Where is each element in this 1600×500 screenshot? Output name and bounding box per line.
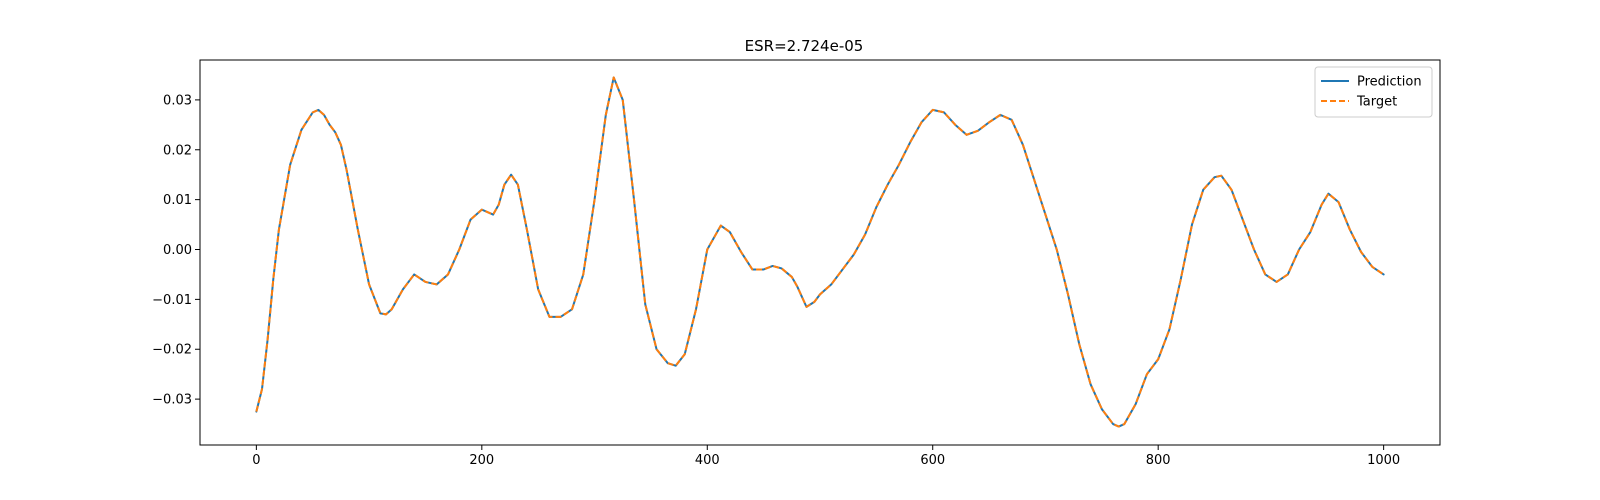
legend: Prediction Target	[1314, 66, 1433, 118]
chart-title: ESR=2.724e-05	[745, 37, 864, 55]
legend-label-prediction: Prediction	[1357, 75, 1422, 90]
y-tick-label: 0.03	[163, 93, 192, 108]
y-tick-label: −0.01	[152, 293, 192, 308]
x-tick-label: 1000	[1367, 453, 1400, 468]
x-tick-label: 0	[252, 453, 260, 468]
y-tick-label: −0.02	[152, 343, 192, 358]
y-tick-label: 0.01	[163, 193, 192, 208]
x-tick-label: 200	[469, 453, 494, 468]
y-tick-label: 0.00	[163, 243, 192, 258]
plot-area	[199, 59, 1441, 446]
x-tick-label: 600	[920, 453, 945, 468]
axes-frame	[199, 59, 1441, 446]
x-tick-label: 400	[695, 453, 720, 468]
series-layer	[255, 76, 1385, 428]
x-tick-label: 800	[1146, 453, 1171, 468]
y-axis: −0.03 −0.02 −0.01 0.00 0.01 0.02 0.03	[152, 93, 200, 408]
legend-box	[1314, 66, 1433, 118]
y-tick-label: 0.02	[163, 143, 192, 158]
series-line-target	[255, 76, 1385, 428]
legend-label-target: Target	[1356, 95, 1397, 110]
series-line-prediction	[255, 76, 1385, 428]
x-axis: 0 200 400 600 800 1000	[252, 445, 1400, 468]
y-tick-label: −0.03	[152, 393, 192, 408]
